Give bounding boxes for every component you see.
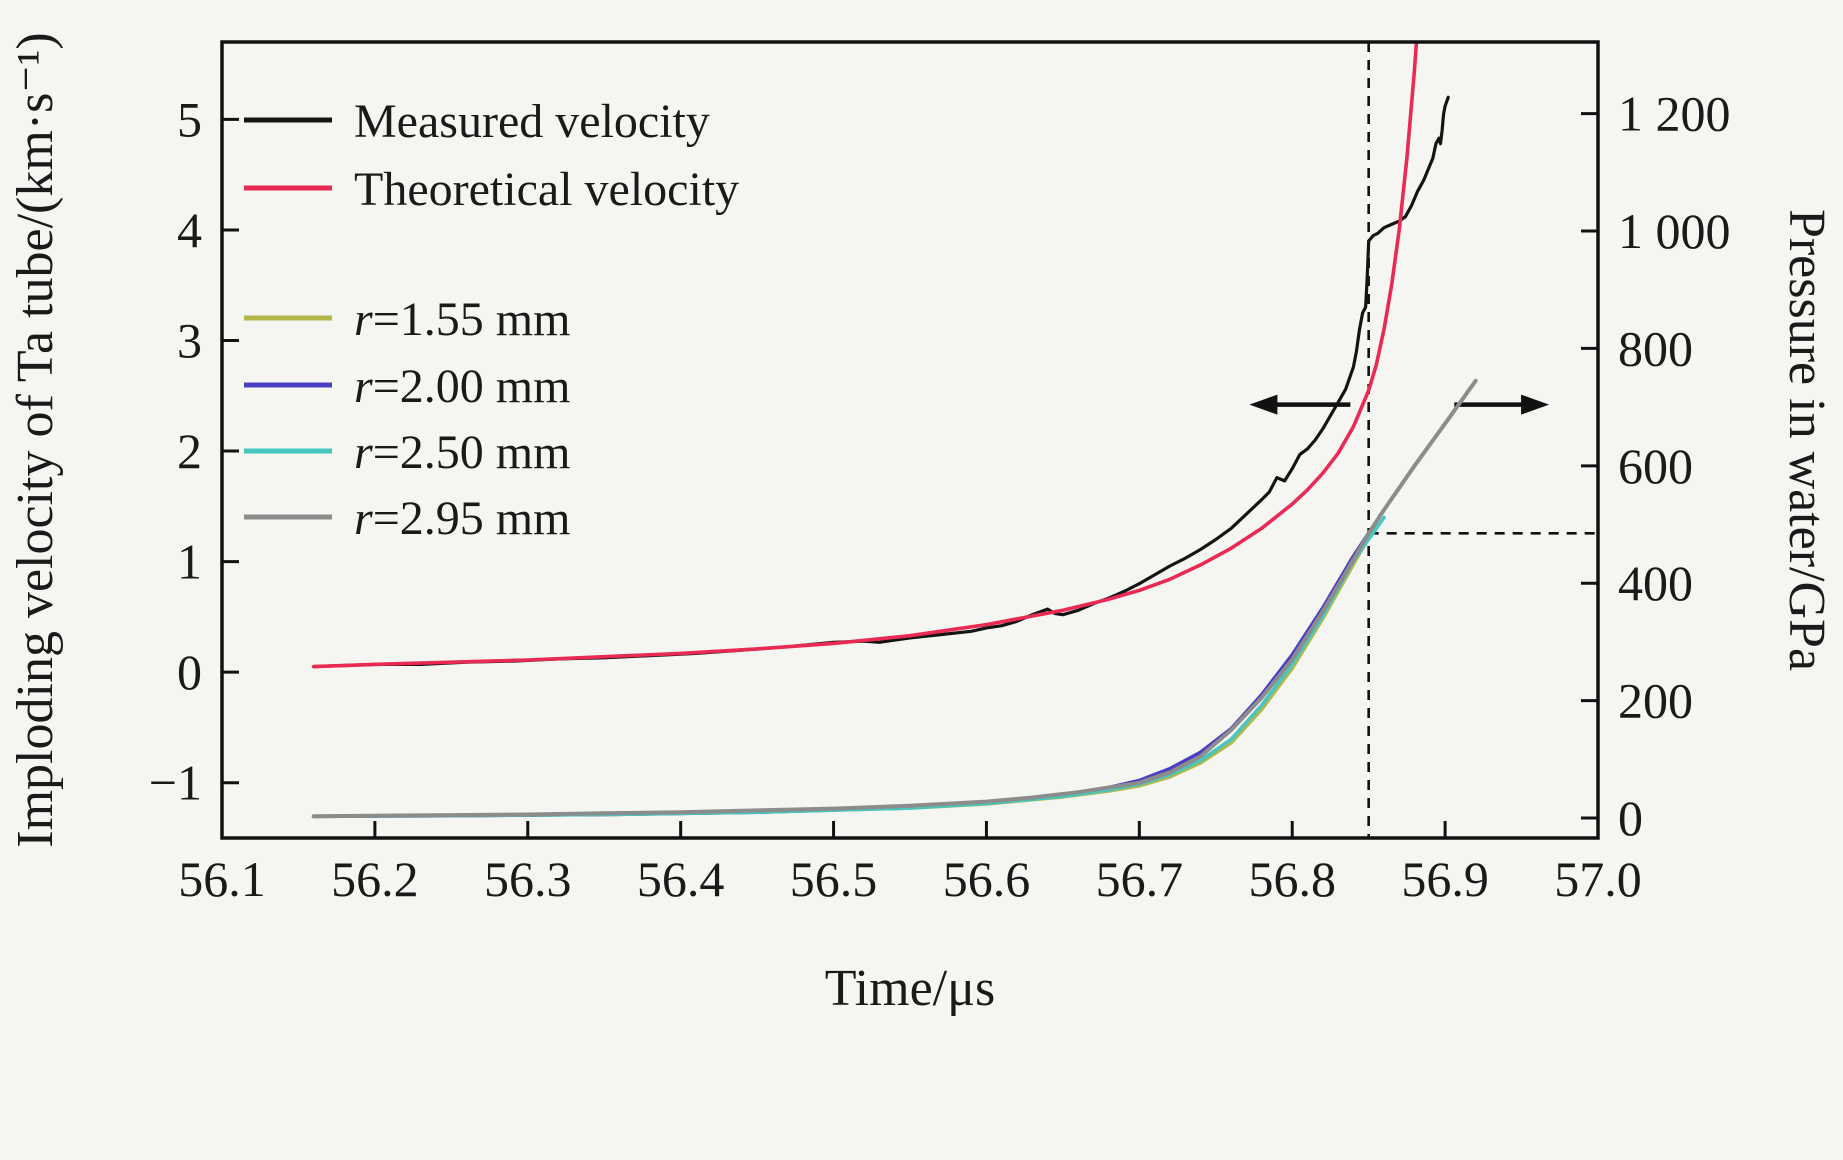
x-tick-label: 56.1 bbox=[178, 851, 266, 907]
x-tick-label: 56.9 bbox=[1401, 851, 1489, 907]
y-right-tick-label: 0 bbox=[1618, 790, 1643, 846]
legend-entry-measured-velocity: Measured velocity bbox=[244, 95, 710, 148]
y-right-tick-label: 800 bbox=[1618, 320, 1693, 376]
legend-label-r-2-00-mm: r=2.00 mm bbox=[354, 360, 570, 413]
y-left-tick-label: 4 bbox=[177, 202, 202, 258]
y-right-tick-label: 1 200 bbox=[1618, 86, 1731, 142]
series-line-r-2-95-mm bbox=[311, 378, 1478, 819]
y-left-tick-label: 5 bbox=[177, 91, 202, 147]
legend-label-r-2-50-mm: r=2.50 mm bbox=[354, 426, 570, 479]
x-tick-label: 56.4 bbox=[637, 851, 725, 907]
y-right-tick-label: 400 bbox=[1618, 555, 1693, 611]
legend-label-theoretical-velocity: Theoretical velocity bbox=[354, 163, 739, 216]
legend-label-measured-velocity: Measured velocity bbox=[354, 95, 710, 148]
series-layer bbox=[311, 42, 1478, 819]
x-tick-label: 56.3 bbox=[484, 851, 572, 907]
series-line-theoretical-velocity bbox=[311, 42, 1419, 669]
legend-entry-r-2-00-mm: r=2.00 mm bbox=[244, 360, 570, 413]
legend-label-r-1-55-mm: r=1.55 mm bbox=[354, 293, 570, 346]
y-axis-right-title: Pressure in water/GPa bbox=[1778, 209, 1835, 671]
legend-entry-r-2-95-mm: r=2.95 mm bbox=[244, 492, 570, 545]
legend-label-r-2-95-mm: r=2.95 mm bbox=[354, 492, 570, 545]
x-tick-label: 56.2 bbox=[331, 851, 419, 907]
y-left-tick-label: 2 bbox=[177, 423, 202, 479]
y-left-tick-label: 3 bbox=[177, 313, 202, 369]
x-tick-label: 56.5 bbox=[790, 851, 878, 907]
x-tick-label: 56.8 bbox=[1248, 851, 1336, 907]
x-axis-title: Time/μs bbox=[825, 960, 995, 1017]
y-axis-left-title: Imploding velocity of Ta tube/(km·s⁻¹) bbox=[7, 32, 64, 847]
legend-entry-r-1-55-mm: r=1.55 mm bbox=[244, 293, 570, 346]
annotations-layer bbox=[1249, 42, 1598, 838]
legend-entry-r-2-50-mm: r=2.50 mm bbox=[244, 426, 570, 479]
legend-entry-theoretical-velocity: Theoretical velocity bbox=[244, 163, 739, 216]
y-left-tick-label: 1 bbox=[177, 534, 202, 590]
y-right-tick-label: 600 bbox=[1618, 438, 1693, 494]
y-left-tick-label: −1 bbox=[149, 755, 202, 811]
y-right-tick-label: 1 000 bbox=[1618, 203, 1731, 259]
plot-frame bbox=[220, 40, 1600, 840]
x-tick-label: 56.6 bbox=[943, 851, 1031, 907]
series-line-r-1-55-mm bbox=[311, 535, 1371, 819]
y-left-tick-label: 0 bbox=[177, 644, 202, 700]
x-tick-label: 56.7 bbox=[1096, 851, 1184, 907]
x-tick-label: 57.0 bbox=[1554, 851, 1642, 907]
axes-frame-layer bbox=[220, 40, 1600, 840]
y-right-tick-label: 200 bbox=[1618, 673, 1693, 729]
right-axis-arrow-icon bbox=[1454, 394, 1550, 415]
ticks-layer: 56.1 56.2 56.3 56.4 56.5 56.6 56.7 56.8 56.9 57.0… bbox=[149, 86, 1731, 907]
legend-layer: Measured velocity Theoretical velocity r=1… bbox=[244, 95, 739, 545]
series-line-r-2-50-mm bbox=[311, 515, 1386, 819]
series-line-r-2-00-mm bbox=[311, 519, 1379, 819]
